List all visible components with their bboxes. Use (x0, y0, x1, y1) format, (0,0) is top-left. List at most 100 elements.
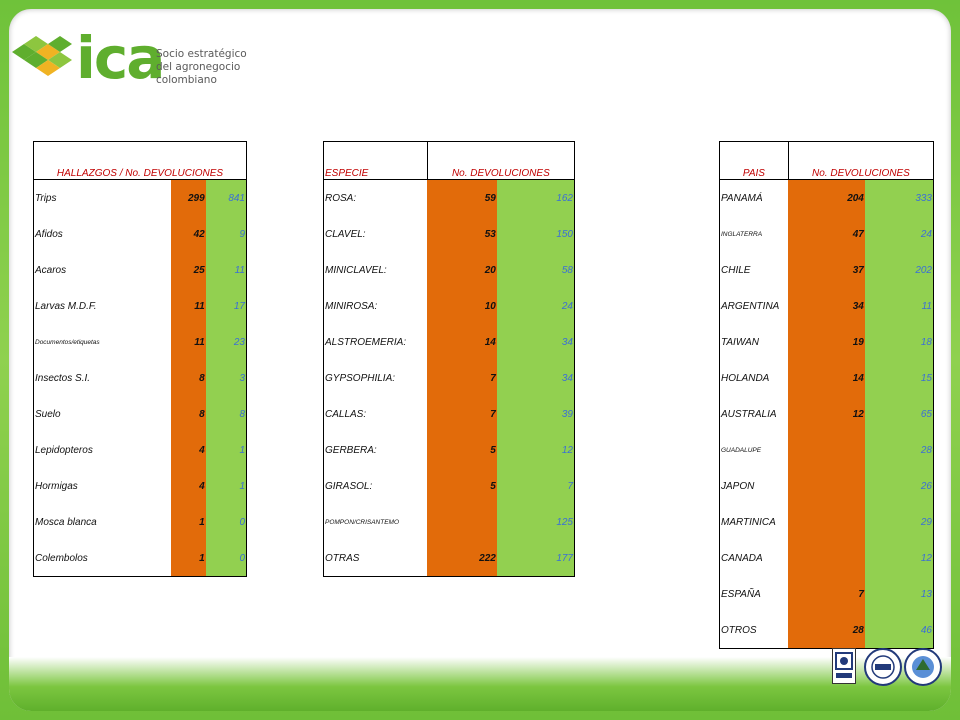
hallazgos-row-name: Suelo (32, 396, 171, 432)
especie-row: POMPON/CRISANTEMO 125 (323, 504, 575, 540)
especie-row: MINICLAVEL: 20 58 (323, 252, 575, 288)
especie-row-value-b: 34 (496, 324, 575, 360)
hallazgos-row-name: Acaros (32, 252, 171, 288)
especie-row-name: MINICLAVEL: (323, 252, 428, 288)
pais-row-value-a (788, 432, 865, 468)
pais-row-value-a (788, 504, 865, 540)
especie-row-name: GYPSOPHILIA: (323, 360, 428, 396)
especie-row: ALSTROEMERIA: 14 34 (323, 324, 575, 360)
hallazgos-row-value-b: 0 (205, 540, 247, 577)
pais-row-value-b: 26 (864, 468, 934, 504)
hallazgos-row-value-b: 9 (205, 216, 247, 252)
hallazgos-row-name: Trips (32, 179, 171, 216)
pais-row-value-b: 333 (864, 179, 934, 216)
hallazgos-table: HALLAZGOS / No. DEVOLUCIONES Trips 299 841… (32, 141, 247, 577)
pais-row-name: GUADALUPE (719, 432, 789, 468)
pais-row: CHILE 37 202 (719, 252, 934, 288)
especie-row: CLAVEL: 53 150 (323, 216, 575, 252)
pais-header-name: PAIS (719, 141, 789, 180)
especie-row-value-a: 10 (427, 288, 497, 324)
pais-row-value-a: 19 (788, 324, 865, 360)
especie-row-name: GIRASOL: (323, 468, 428, 504)
hallazgos-header: HALLAZGOS / No. DEVOLUCIONES (33, 141, 247, 180)
hallazgos-row-value-b: 17 (205, 288, 247, 324)
hallazgos-row: Afidos 42 9 (32, 216, 247, 252)
hallazgos-row-name: Colembolos (32, 540, 171, 577)
especie-row-name: GERBERA: (323, 432, 428, 468)
hallazgos-row-value-a: 8 (170, 396, 206, 432)
pais-row: JAPON 26 (719, 468, 934, 504)
pais-row: CANADA 12 (719, 540, 934, 576)
hallazgos-row-value-b: 0 (205, 504, 247, 540)
especie-row-value-a: 53 (427, 216, 497, 252)
hallazgos-row: Insectos S.I. 8 3 (32, 360, 247, 396)
especie-row-value-b: 7 (496, 468, 575, 504)
hallazgos-row-name: Afidos (32, 216, 171, 252)
especie-row: GYPSOPHILIA: 7 34 (323, 360, 575, 396)
pais-row: PANAMÁ 204 333 (719, 179, 934, 216)
especie-row-value-a: 222 (427, 540, 497, 577)
pais-row-name: PANAMÁ (719, 179, 789, 216)
hallazgos-row: Mosca blanca 1 0 (32, 504, 247, 540)
especie-row-value-b: 58 (496, 252, 575, 288)
pais-row-value-a: 7 (788, 576, 865, 612)
hallazgos-row-name: Mosca blanca (32, 504, 171, 540)
hallazgos-row-value-a: 1 (170, 504, 206, 540)
pais-row-value-a: 47 (788, 216, 865, 252)
pais-row-name: MARTINICA (719, 504, 789, 540)
especie-row-value-b: 39 (496, 396, 575, 432)
hallazgos-row-value-b: 841 (205, 179, 247, 216)
hallazgos-row-value-a: 11 (170, 324, 206, 360)
tagline-line-1: Socio estratégico (156, 48, 247, 60)
especie-row-value-b: 177 (496, 540, 575, 577)
hallazgos-row-value-a: 8 (170, 360, 206, 396)
logo-wordmark: ica (76, 24, 165, 92)
pais-row-value-b: 11 (864, 288, 934, 324)
ica-logo: ica Socio estratégico del agronegocio co… (8, 24, 298, 96)
pais-row-name: ESPAÑA (719, 576, 789, 612)
pais-row-value-a: 14 (788, 360, 865, 396)
hallazgos-row-name: Hormigas (32, 468, 171, 504)
especie-row-value-a: 14 (427, 324, 497, 360)
especie-row-name: ALSTROEMERIA: (323, 324, 428, 360)
especie-row-name: CALLAS: (323, 396, 428, 432)
especie-row-value-b: 12 (496, 432, 575, 468)
pais-row: INGLATERRA 47 24 (719, 216, 934, 252)
especie-row: CALLAS: 7 39 (323, 396, 575, 432)
hallazgos-row-value-a: 4 (170, 468, 206, 504)
pais-row: GUADALUPE 28 (719, 432, 934, 468)
pais-row-value-a: 37 (788, 252, 865, 288)
pais-row: OTROS 28 46 (719, 612, 934, 649)
iqnet-seal-icon (864, 648, 902, 686)
hallazgos-row-name: Larvas M.D.F. (32, 288, 171, 324)
hallazgos-row-value-a: 299 (170, 179, 206, 216)
hallazgos-row-value-b: 11 (205, 252, 247, 288)
pais-row-name: AUSTRALIA (719, 396, 789, 432)
especie-row: GIRASOL: 5 7 (323, 468, 575, 504)
pais-row-value-b: 13 (864, 576, 934, 612)
especie-row-value-a (427, 504, 497, 540)
hallazgos-row-value-a: 42 (170, 216, 206, 252)
pais-row-value-a: 204 (788, 179, 865, 216)
especie-row-value-a: 7 (427, 396, 497, 432)
pais-row-value-b: 29 (864, 504, 934, 540)
pais-row: HOLANDA 14 15 (719, 360, 934, 396)
pais-row-value-b: 202 (864, 252, 934, 288)
especie-row-value-a: 20 (427, 252, 497, 288)
pais-row-name: TAIWAN (719, 324, 789, 360)
especie-row-value-a: 5 (427, 432, 497, 468)
pais-row-value-a (788, 468, 865, 504)
especie-table: ESPECIE No. DEVOLUCIONES ROSA: 59 162 CLAV… (323, 141, 576, 577)
pais-row-name: OTROS (719, 612, 789, 649)
hallazgos-row-name: Insectos S.I. (32, 360, 171, 396)
especie-row: MINIROSA: 10 24 (323, 288, 575, 324)
especie-row-value-a: 7 (427, 360, 497, 396)
pais-row-name: CANADA (719, 540, 789, 576)
pais-row-value-a (788, 540, 865, 576)
pais-row-value-a: 28 (788, 612, 865, 649)
especie-row: GERBERA: 5 12 (323, 432, 575, 468)
hallazgos-row: Suelo 8 8 (32, 396, 247, 432)
hallazgos-row: Acaros 25 11 (32, 252, 247, 288)
pais-row-value-b: 28 (864, 432, 934, 468)
especie-row-name: OTRAS (323, 540, 428, 577)
